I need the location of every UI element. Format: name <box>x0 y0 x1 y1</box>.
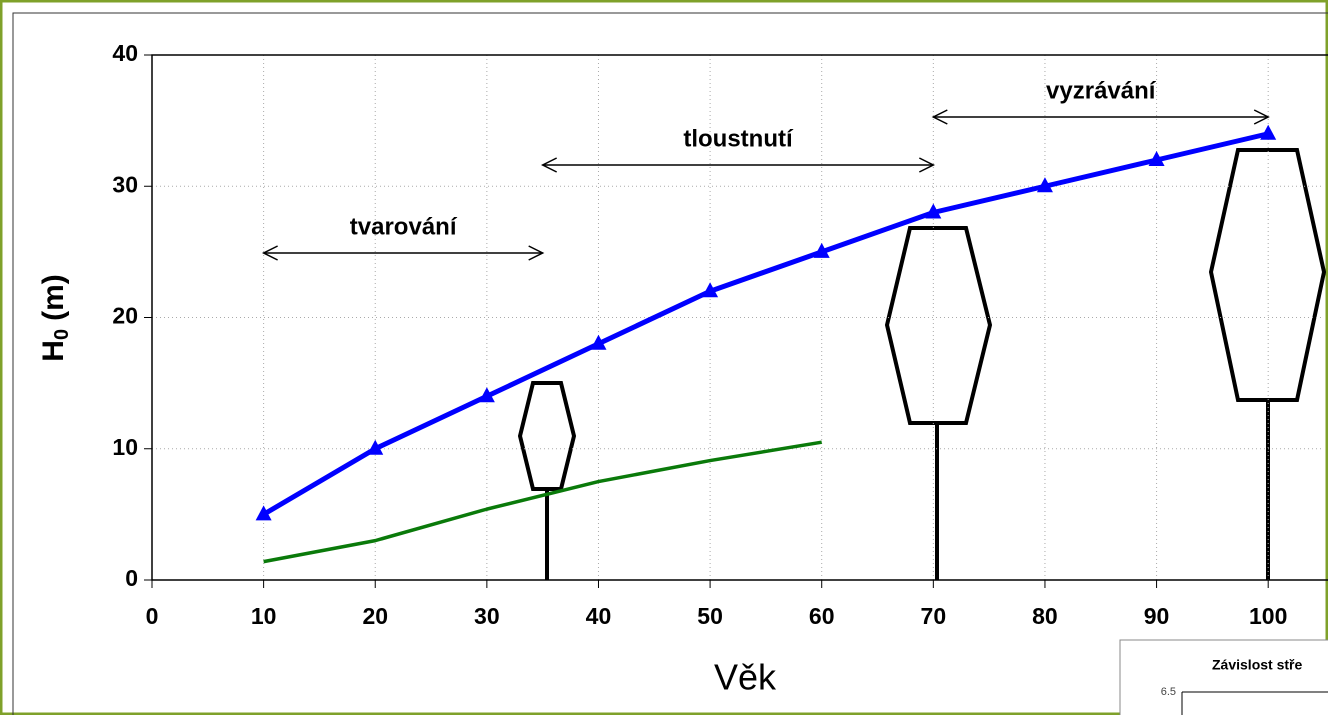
inset-frame <box>1120 640 1328 715</box>
x-tick-label: 40 <box>586 603 612 629</box>
y-tick-label: 20 <box>112 303 138 329</box>
chart: Věk H0(m) Závislost stře 6.5 01020304050… <box>0 0 1328 715</box>
tree-crown <box>520 383 574 489</box>
y-tick-label: 10 <box>112 434 138 460</box>
x-tick-label: 60 <box>809 603 835 629</box>
x-tick-label: 10 <box>251 603 277 629</box>
x-tick-label: 50 <box>697 603 723 629</box>
x-tick-label: 100 <box>1249 603 1287 629</box>
y-tick-label: 0 <box>125 565 138 591</box>
annotation-label: tloustnutí <box>683 125 794 152</box>
window-frame <box>1 1 1327 714</box>
y-axis-label: H0 (m) <box>37 274 73 361</box>
x-tick-label: 0 <box>146 603 159 629</box>
tree-crown <box>887 228 990 423</box>
y-tick-label: 30 <box>112 171 138 197</box>
inset-tick-label: 6.5 <box>1161 686 1176 698</box>
inset-title: Závislost stře <box>1212 657 1302 673</box>
y-tick-label: 40 <box>112 40 138 66</box>
annotation-label: vyzrávání <box>1046 77 1157 104</box>
y-label-main: H <box>37 340 70 362</box>
x-tick-label: 20 <box>362 603 388 629</box>
y-label-unit: (m) <box>37 274 70 321</box>
x-tick-label: 80 <box>1032 603 1058 629</box>
inset-window: Závislost stře 6.5 <box>1120 640 1328 715</box>
annotation-label: tvarování <box>350 213 458 240</box>
x-tick-label: 70 <box>921 603 947 629</box>
x-axis-label: Věk <box>714 657 777 698</box>
x-tick-label: 30 <box>474 603 500 629</box>
y-label-sub: 0 <box>51 329 73 340</box>
x-tick-label: 90 <box>1144 603 1170 629</box>
page: Věk H0(m) Závislost stře 6.5 01020304050… <box>0 0 1328 715</box>
